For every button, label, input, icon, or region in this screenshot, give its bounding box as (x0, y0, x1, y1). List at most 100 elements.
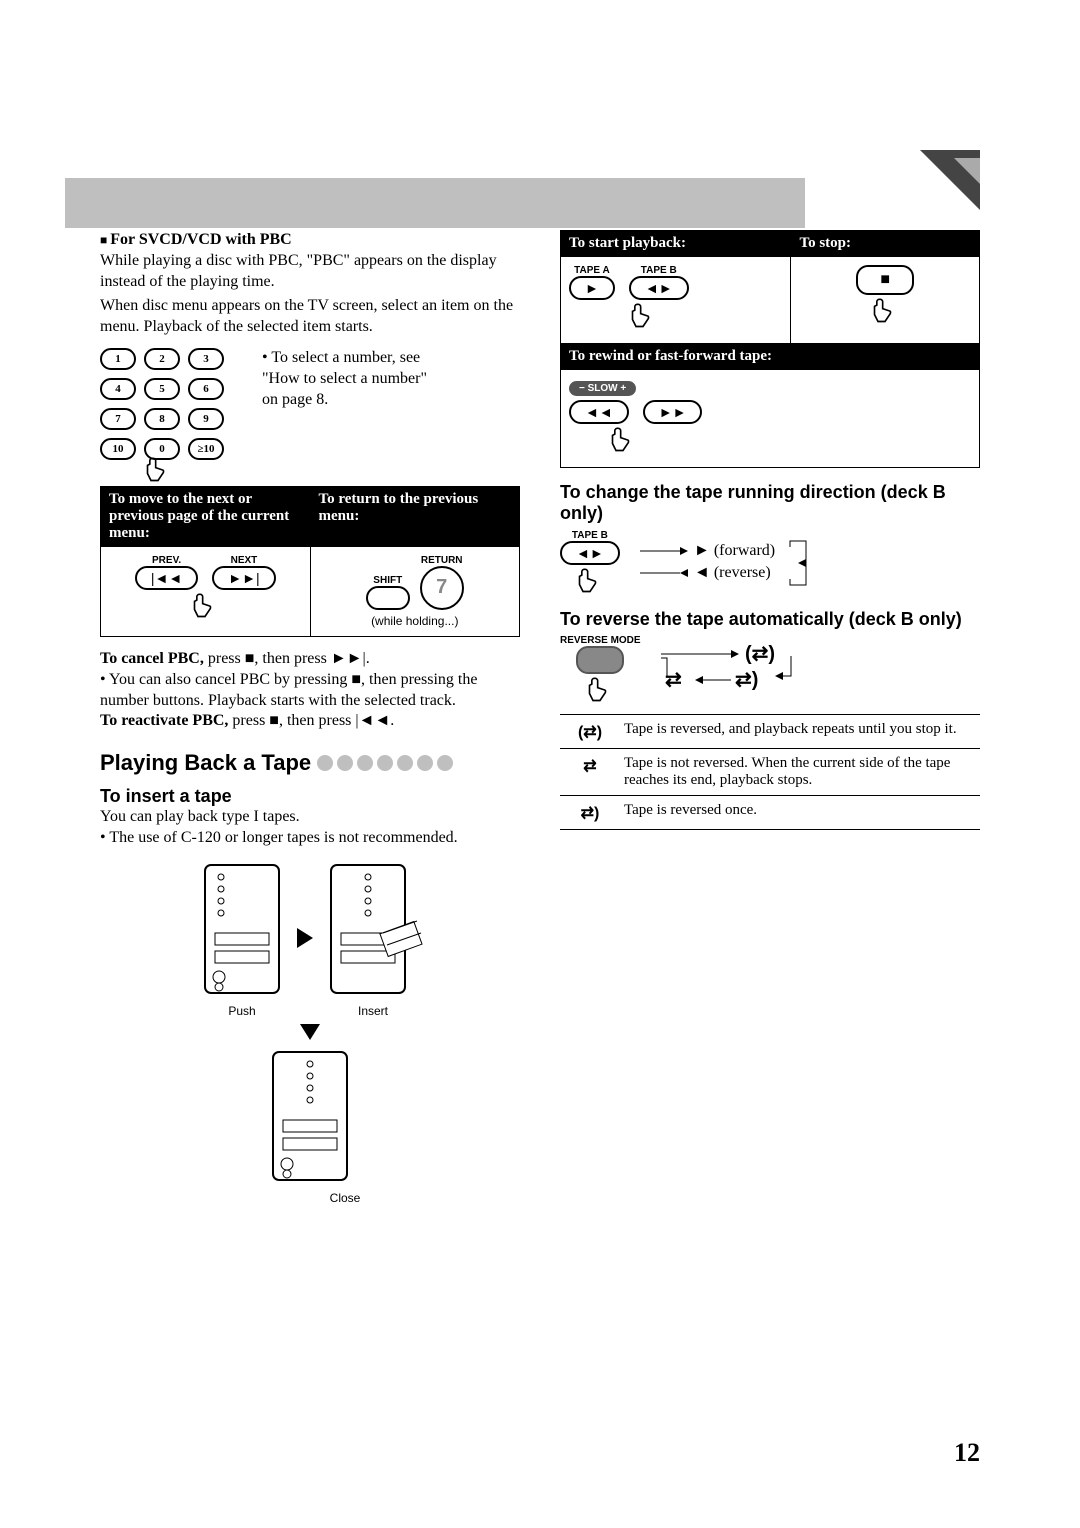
key-9[interactable]: 9 (188, 408, 224, 430)
tapea-play-button[interactable]: ► (569, 276, 615, 300)
next-label: NEXT (212, 555, 275, 566)
table-row: ⇄) Tape is reversed once. (560, 796, 980, 830)
key-7[interactable]: 7 (100, 408, 136, 430)
insert-illustration: Push Insert (100, 859, 520, 1018)
insert-p2: • The use of C-120 or longer tapes is no… (100, 828, 520, 849)
auto-reverse-head: To reverse the tape automatically (deck … (560, 609, 980, 630)
forward-text: ► (forward) (694, 542, 775, 559)
page-number: 12 (954, 1438, 980, 1468)
menu-cell-return: SHIFT RETURN 7 (while holding...) (310, 546, 520, 636)
svcd-heading: For SVCD/VCD with PBC (100, 230, 520, 251)
finger-icon (586, 676, 614, 704)
key-5[interactable]: 5 (144, 378, 180, 400)
unit-illus-1 (197, 859, 287, 999)
svg-text:⇄: ⇄ (665, 669, 682, 691)
menu-cell-prevnext: PREV. |◄◄ NEXT ►►| (101, 546, 311, 636)
key-4[interactable]: 4 (100, 378, 136, 400)
svg-text:⇄): ⇄) (735, 669, 758, 691)
close-illustration: Close (100, 1046, 520, 1205)
react-rest: press ■, then press |◄◄. (228, 712, 394, 729)
header-gray-bar (65, 178, 805, 228)
playback-table: To start playback: To stop: TAPE A ► TAP… (560, 230, 980, 468)
mode-icon-single: ⇄ (583, 758, 596, 775)
table-row: ⇄ Tape is not reversed. When the current… (560, 749, 980, 796)
finger-icon (871, 297, 899, 325)
key-3[interactable]: 3 (188, 348, 224, 370)
svcd-p2: When disc menu appears on the TV screen,… (100, 296, 520, 338)
return-button[interactable]: 7 (420, 566, 464, 610)
menu-h1: To move to the next or previous page of … (101, 486, 311, 546)
next-button[interactable]: ►►| (212, 566, 275, 590)
start-playback-h: To start playback: (561, 231, 791, 257)
tapea-label: TAPE A (569, 265, 615, 276)
stop-h: To stop: (791, 231, 980, 257)
key-2[interactable]: 2 (144, 348, 180, 370)
mode-icon-once: ⇄) (581, 805, 600, 822)
ffwd-button[interactable]: ►► (643, 400, 703, 424)
svg-text:(⇄): (⇄) (745, 643, 775, 665)
prev-button[interactable]: |◄◄ (135, 566, 198, 590)
mode-icon-loop: (⇄) (578, 724, 602, 741)
cancel-pbc-lead: To cancel PBC, (100, 650, 204, 667)
arrow-down-icon (300, 1024, 320, 1040)
key-10[interactable]: 10 (100, 438, 136, 460)
menu-h2: To return to the previous menu: (310, 486, 520, 546)
table-row: (⇄) Tape is reversed, and playback repea… (560, 715, 980, 749)
tapeb-label2: TAPE B (560, 530, 620, 541)
rewind-button[interactable]: ◄◄ (569, 400, 629, 424)
close-label: Close (330, 1191, 361, 1205)
arrow-icon (297, 928, 313, 948)
arrow-down-wrap (100, 1024, 520, 1040)
insert-tape-head: To insert a tape (100, 786, 520, 807)
rewind-cell: − SLOW + ◄◄ ►► (561, 370, 980, 468)
mode-desc-loop: Tape is reversed, and playback repeats u… (620, 715, 980, 749)
start-playback-cell: TAPE A ► TAPE B ◄► (561, 257, 791, 344)
stop-button[interactable]: ■ (856, 265, 914, 295)
title-dots (317, 755, 453, 771)
reverse-mode-label: REVERSE MODE (560, 636, 641, 646)
slow-label: SLOW (588, 383, 618, 394)
dir-arrows: ► (forward) ◄ (reverse) (640, 533, 810, 593)
slow-pill: − SLOW + (569, 381, 636, 396)
insert-p1: You can play back type I tapes. (100, 807, 520, 828)
keypad-block: 1 2 3 4 5 6 7 8 9 10 0 ≥10 • To select a… (100, 348, 520, 460)
playing-back-tape-title: Playing Back a Tape (100, 750, 520, 776)
unit-illus-3 (265, 1046, 355, 1186)
unit-illus-2 (323, 859, 423, 999)
cancel-pbc: To cancel PBC, press ■, then press ►►|. (100, 649, 520, 670)
shift-button[interactable] (366, 586, 410, 610)
finger-icon (191, 592, 219, 620)
change-dir-diagram: TAPE B ◄► ► (forward) ◄ (reverse) (560, 530, 980, 595)
reactivate-pbc: To reactivate PBC, press ■, then press |… (100, 711, 520, 732)
key-1[interactable]: 1 (100, 348, 136, 370)
playing-back-tape-text: Playing Back a Tape (100, 750, 311, 776)
tapeb-play-button[interactable]: ◄► (629, 276, 689, 300)
mode-cycle: (⇄) ⇄) ⇄ (661, 636, 861, 706)
shift-label: SHIFT (366, 575, 410, 586)
mode-desc-single: Tape is not reversed. When the current s… (620, 749, 980, 796)
select-note: • To select a number, see "How to select… (262, 348, 442, 410)
keypad-grid: 1 2 3 4 5 6 7 8 9 10 0 ≥10 (100, 348, 224, 460)
svcd-p1: While playing a disc with PBC, "PBC" app… (100, 251, 520, 293)
prev-label: PREV. (135, 555, 198, 566)
right-column: To start playback: To stop: TAPE A ► TAP… (560, 230, 980, 1205)
menu-nav-table: To move to the next or previous page of … (100, 486, 520, 637)
left-column: For SVCD/VCD with PBC While playing a di… (100, 230, 520, 1205)
finger-icon (609, 426, 637, 454)
tapeb-dir-button[interactable]: ◄► (560, 541, 620, 565)
mode-desc-once: Tape is reversed once. (620, 796, 980, 830)
corner-triangle-decor (920, 150, 980, 210)
cancel-pbc-alt: • You can also cancel PBC by pressing ■,… (100, 670, 520, 712)
stop-cell: ■ (791, 257, 980, 344)
insert-label: Insert (323, 1004, 423, 1018)
reverse-text: ◄ (reverse) (694, 564, 771, 581)
cancel-pbc-rest: press ■, then press ►►|. (204, 650, 370, 667)
auto-reverse-diagram: REVERSE MODE (⇄) ⇄) ⇄ (560, 636, 980, 706)
reverse-mode-button[interactable] (576, 646, 624, 674)
key-8[interactable]: 8 (144, 408, 180, 430)
key-gte10[interactable]: ≥10 (188, 438, 224, 460)
finger-icon (144, 456, 172, 484)
key-6[interactable]: 6 (188, 378, 224, 400)
rewind-h: To rewind or fast-forward tape: (561, 344, 980, 370)
reverse-mode-table: (⇄) Tape is reversed, and playback repea… (560, 714, 980, 830)
